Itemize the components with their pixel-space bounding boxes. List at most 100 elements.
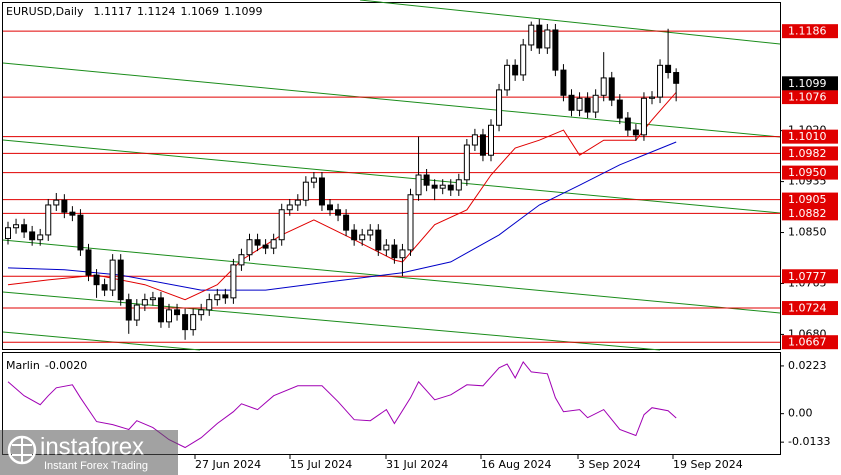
candle-body [246,239,253,256]
candle-body [423,174,430,186]
candle-body [616,99,623,119]
candle-body [174,309,181,316]
candle-body [37,234,44,241]
candle-body [640,97,647,136]
watermark-icon [12,437,32,463]
line-series [7,360,677,449]
candle-body [528,24,535,46]
candle-body [125,299,132,321]
level-label-box [782,90,838,105]
candle-body [238,254,245,266]
candle-body [141,299,148,306]
candle-body [278,209,285,241]
level-label: 1.0882 [788,207,827,220]
candle-body [665,64,672,74]
price-label: 1.1099 [788,77,827,90]
candle-body [600,77,607,96]
candle-body [133,304,140,321]
watermark-bg [0,430,178,475]
candle-body [101,284,108,291]
price-label-box [782,76,838,91]
candle-body [262,244,269,249]
candle-body [149,297,156,301]
candle-body [318,177,325,206]
y-tick-label: 0.00 [788,407,813,420]
candle-body [61,199,68,213]
ohlc-close: 1.1099 [224,5,263,18]
candle-body [270,239,277,249]
candle-body [351,229,358,241]
candle-body [624,117,631,131]
candle-body [415,174,422,196]
candle-body [294,199,301,206]
candle-body [157,297,164,323]
candle-body [552,29,559,71]
candle-body [254,239,261,246]
candle-body [53,199,60,206]
candle-body [69,211,76,216]
y-tick-label: -0.0133 [788,435,830,448]
level-label: 1.0667 [788,336,827,349]
channel-line [2,331,201,351]
indicator-header: Marlin -0.0020 [6,359,87,372]
level-label: 1.0905 [788,193,827,206]
channel-line [2,62,781,138]
candle-body [455,179,462,191]
watermark-tagline: Instant Forex Trading [44,460,148,472]
candle-body [649,96,655,99]
candle-body [512,64,519,76]
candle-body [544,29,551,49]
candle-body [632,129,639,136]
candle-body [206,299,213,311]
candle-body [657,64,664,98]
level-label: 1.1076 [788,91,827,104]
level-label: 1.0724 [788,302,827,315]
candle-body [166,309,172,323]
candle-body [463,144,470,181]
candle-body [383,244,390,251]
chart-header: EURUSD,Daily 1.1117 1.1124 1.1069 1.1099 [6,5,262,18]
x-tick-label: 19 Sep 2024 [673,458,743,471]
y-tick-label: 0.0223 [788,359,827,372]
candle-body [13,224,20,229]
watermark: instaforex Instant Forex Trading [0,430,178,475]
candle-body [190,314,197,331]
level-label: 1.1010 [788,130,827,143]
level-label: 1.0982 [788,147,827,160]
channel-line [359,0,781,45]
candle-body [5,227,11,240]
main-frame [2,2,781,350]
candle-body [343,214,350,231]
candle-body [109,259,116,291]
symbol-title: EURUSD,Daily [6,5,84,18]
level-label-box [782,165,838,180]
candle-body [560,69,567,96]
candle-body [335,209,342,216]
watermark-brand: instaforex [40,433,144,460]
indicator-frame [2,352,781,455]
candle-body [391,244,398,259]
candle-body [471,134,478,146]
candle-body [488,124,494,156]
level-label: 1.0777 [788,270,827,283]
candle-body [584,97,591,113]
x-tick-label: 16 Aug 2024 [481,458,551,471]
candle-body [407,194,414,251]
candle-body [310,177,317,183]
candle-body [230,264,237,299]
level-label-box [782,335,838,350]
candle-body [29,231,36,241]
candle-body [673,72,680,84]
candle-body [214,294,221,301]
candle-body [93,274,100,286]
candle-body [182,314,189,331]
candle-body [286,204,293,211]
indicator-value: -0.0020 [45,359,87,372]
candle-body [447,184,454,191]
candle-body [431,184,438,189]
candle-body [375,229,382,251]
candle-body [117,259,124,301]
channel-line [2,139,781,214]
level-label-box [782,206,838,221]
